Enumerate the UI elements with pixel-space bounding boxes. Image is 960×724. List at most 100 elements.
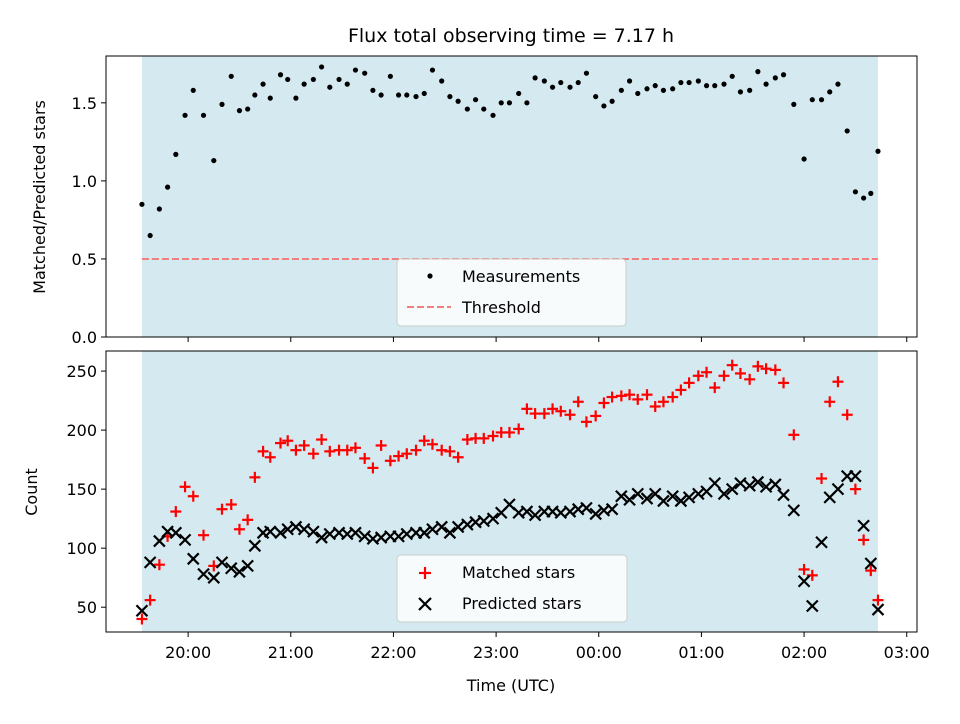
predicted-star-mark-b: [580, 501, 593, 515]
predicted-star-mark-b: [477, 514, 491, 528]
predicted-star-mark-b: [512, 506, 525, 520]
matched-star-point: [275, 437, 287, 449]
predicted-star-mark-b: [426, 523, 439, 536]
predicted-star-mark-b: [864, 557, 878, 570]
matched-star-point: [564, 409, 576, 421]
predicted-star-mark-b: [435, 520, 448, 534]
matched-star-point: [242, 514, 254, 526]
measurement-point: [772, 75, 778, 81]
predicted-star-point: [751, 475, 765, 489]
predicted-star-mark-b: [340, 527, 354, 541]
matched-star-point: [341, 444, 353, 456]
top-x-ticks: [187, 337, 908, 342]
measurement-point: [818, 97, 825, 103]
matched-star-point: [816, 473, 828, 485]
matched-star-point: [824, 396, 836, 408]
top-y-ticks: 0.0 0.5 1.0 1.5: [72, 94, 106, 347]
chart-title: Flux total observing time = 7.17 h: [348, 25, 674, 47]
predicted-star-point: [248, 539, 262, 553]
bottom-y-tick-label: 150: [66, 480, 97, 499]
measurement-points: [139, 64, 881, 239]
predicted-star-mark-b: [374, 531, 388, 544]
bottom-panel: 50 100 150 200 250 20:00 21:00 22:00 23:00 00:00…: [22, 350, 930, 695]
measurement-point: [370, 87, 376, 93]
predicted-star-mark-b: [274, 526, 287, 540]
matched-star-point: [144, 594, 156, 606]
predicted-star-point: [759, 480, 773, 494]
measurement-point: [228, 73, 234, 79]
matched-star-point: [136, 613, 148, 625]
predicted-star-mark-b: [692, 487, 705, 501]
predicted-star-point: [207, 571, 221, 584]
measurement-point: [827, 89, 833, 95]
predicted-star-mark-b: [589, 507, 602, 521]
predicted-star-point: [806, 599, 819, 613]
predicted-star-mark-b: [224, 561, 238, 575]
measurement-point: [524, 100, 530, 106]
predicted-star-mark-b: [197, 567, 210, 581]
predicted-star-point: [263, 525, 277, 538]
matched-star-point: [778, 377, 790, 389]
predicted-star-mark-b: [315, 531, 328, 544]
predicted-star-mark-b: [323, 527, 337, 541]
predicted-star-mark-b: [666, 489, 679, 503]
predicted-star-point: [725, 482, 739, 496]
top-legend: Measurements Threshold: [396, 258, 627, 327]
legend-label-matched: Matched stars: [462, 563, 575, 582]
predicted-star-point: [143, 556, 157, 569]
matched-star-point: [316, 434, 328, 446]
predicted-star-point: [631, 487, 645, 501]
matched-star-point: [657, 396, 669, 408]
measurement-point: [164, 184, 171, 190]
measurement-point: [729, 73, 735, 79]
predicted-star-point: [520, 505, 534, 518]
predicted-star-point: [708, 476, 722, 490]
predicted-star-mark-b: [207, 571, 221, 584]
matched-star-point: [849, 483, 861, 495]
measurement-point: [395, 92, 402, 98]
matched-star-point: [290, 444, 302, 456]
top-axes-frame: [105, 55, 918, 338]
predicted-star-point: [580, 501, 593, 515]
matched-star-point: [692, 370, 704, 382]
predicted-star-mark-b: [787, 504, 801, 517]
predicted-star-point: [297, 523, 311, 536]
measurement-point: [721, 81, 727, 87]
predicted-star-point: [734, 476, 747, 490]
matched-star-point: [282, 435, 294, 447]
measurement-point: [236, 108, 243, 114]
predicted-star-point: [849, 469, 862, 483]
measurement-point: [413, 93, 419, 100]
measurement-point: [660, 87, 667, 93]
measurement-point: [852, 189, 859, 195]
matched-star-point: [187, 490, 199, 502]
matched-star-point: [734, 367, 746, 379]
predicted-star-mark-b: [751, 475, 765, 489]
measurement-point: [344, 81, 350, 87]
x-tick-label: 20:00: [165, 643, 211, 662]
measurement-point: [670, 86, 676, 92]
measurement-point: [267, 95, 273, 101]
predicted-star-point: [666, 489, 679, 503]
matched-star-point: [675, 384, 687, 396]
measurement-point: [464, 106, 470, 112]
predicted-star-mark-b: [469, 515, 482, 529]
matched-star-point: [216, 503, 228, 515]
matched-star-point: [170, 506, 182, 518]
matched-star-point: [233, 523, 245, 535]
measurement-point: [593, 93, 599, 100]
matched-star-point: [513, 423, 525, 435]
matched-star-point: [832, 376, 844, 388]
predicted-star-mark-b: [849, 469, 862, 483]
matched-star-point: [718, 370, 730, 382]
measurement-point: [541, 78, 547, 84]
measurement-point: [352, 67, 359, 73]
measurement-point: [644, 86, 650, 92]
top-y-tick-label: 0.0: [72, 328, 97, 347]
predicted-star-mark-b: [717, 487, 731, 501]
measurement-point: [763, 81, 769, 87]
predicted-star-point: [197, 567, 210, 581]
predicted-star-point: [674, 494, 688, 508]
predicted-star-point: [871, 603, 885, 616]
